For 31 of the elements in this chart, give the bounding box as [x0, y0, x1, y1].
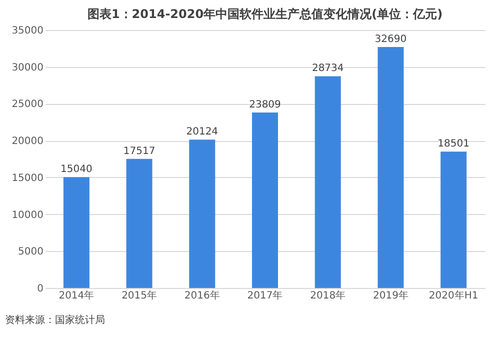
data-label: 32690: [374, 34, 407, 46]
bar: [314, 76, 341, 288]
x-tick-label: 2017年: [247, 290, 283, 302]
bar: [63, 177, 90, 288]
x-tick-label: 2018年: [310, 290, 346, 302]
data-label: 23809: [249, 99, 281, 110]
x-tick-label: 2015年: [122, 290, 158, 302]
chart-title: 图表1：2014-2020年中国软件业生产总值变化情况(单位：亿元): [87, 7, 443, 21]
y-tick-label: 15000: [12, 172, 44, 184]
x-tick-label: 2019年: [372, 290, 408, 302]
bar: [189, 140, 216, 288]
y-tick-label: 5000: [18, 246, 44, 258]
data-label: 15040: [60, 164, 92, 176]
data-label: 28734: [312, 63, 344, 74]
x-tick-label: 2016年: [184, 290, 220, 302]
x-tick-label: 2014年: [58, 290, 94, 302]
x-tick-label: 2020年H1: [428, 290, 478, 302]
bar: [378, 47, 404, 288]
data-label: 18501: [438, 138, 470, 150]
y-tick-label: 25000: [12, 99, 44, 110]
bar: [126, 158, 152, 288]
y-tick-label: 0: [37, 284, 44, 294]
bar: [440, 152, 467, 288]
bar: [252, 112, 278, 288]
data-label: 17517: [123, 146, 156, 157]
text: 资料来源：国家统计局: [5, 314, 105, 326]
y-tick-label: 30000: [12, 62, 44, 74]
data-label: 20124: [186, 126, 218, 138]
y-tick-label: 20000: [12, 136, 44, 148]
y-tick-label: 35000: [12, 26, 44, 36]
y-tick-label: 10000: [12, 210, 44, 221]
